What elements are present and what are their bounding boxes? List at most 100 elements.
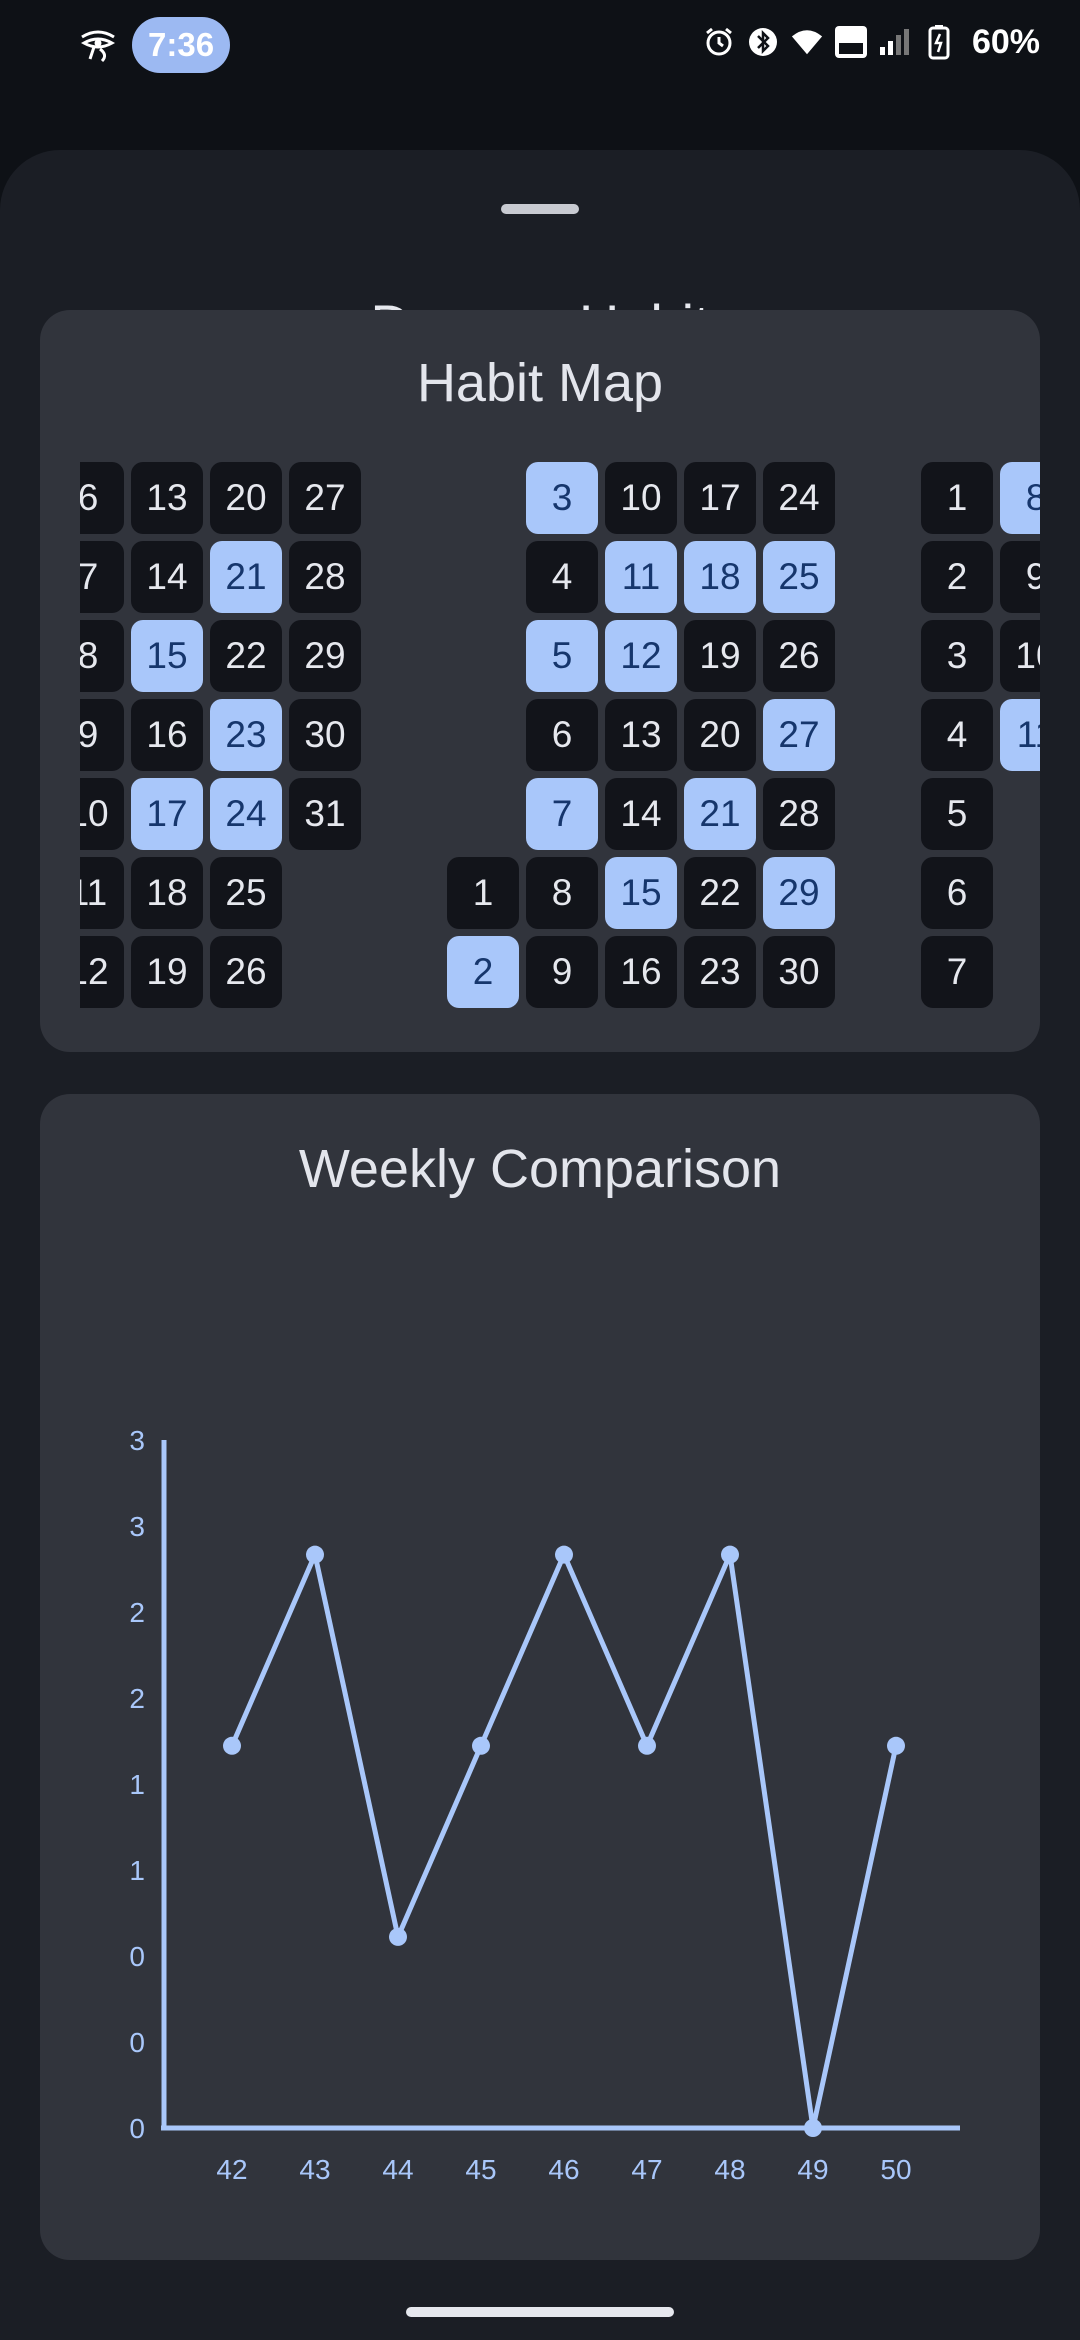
data-point[interactable]	[472, 1736, 490, 1755]
day-cell[interactable]: 13	[131, 462, 203, 534]
day-cell[interactable]: 14	[131, 541, 203, 613]
day-cell[interactable]: 11	[80, 857, 124, 929]
data-point[interactable]	[555, 1545, 573, 1564]
day-cell[interactable]: 6	[80, 462, 124, 534]
day-cell[interactable]: 5	[526, 620, 598, 692]
day-cell[interactable]: 29	[763, 857, 835, 929]
day-cell[interactable]: 22	[210, 620, 282, 692]
day-cell[interactable]: 20	[684, 699, 756, 771]
day-cell[interactable]: 29	[289, 620, 361, 692]
x-tick-label: 45	[465, 2154, 496, 2185]
y-tick-label: 0	[129, 2113, 145, 2144]
habit-map-title: Habit Map	[416, 353, 664, 413]
x-tick-label: 47	[631, 2154, 662, 2185]
x-tick-label: 42	[216, 2154, 247, 2185]
day-cell[interactable]: 28	[289, 541, 361, 613]
data-point[interactable]	[638, 1736, 656, 1755]
day-cell[interactable]: 22	[684, 857, 756, 929]
day-cell[interactable]: 18	[131, 857, 203, 929]
drag-handle[interactable]	[501, 204, 579, 214]
day-cell[interactable]: 4	[921, 699, 993, 771]
day-cell[interactable]: 12	[605, 620, 677, 692]
day-cell[interactable]: 27	[289, 462, 361, 534]
x-tick-label: 49	[797, 2154, 828, 2185]
day-cell[interactable]: 28	[763, 778, 835, 850]
day-cell[interactable]: 26	[763, 620, 835, 692]
day-cell[interactable]: 8	[1000, 462, 1040, 534]
day-cell[interactable]: 12	[80, 936, 124, 1008]
day-cell[interactable]: 25	[210, 857, 282, 929]
wifi-icon	[790, 22, 824, 62]
data-point[interactable]	[223, 1736, 241, 1755]
data-point[interactable]	[721, 1545, 739, 1564]
day-cell[interactable]: 9	[80, 699, 124, 771]
volte-icon	[834, 22, 868, 62]
y-tick-label: 3	[129, 1511, 145, 1542]
day-cell[interactable]: 6	[526, 699, 598, 771]
day-cell[interactable]: 16	[605, 936, 677, 1008]
day-cell[interactable]: 18	[684, 541, 756, 613]
day-cell[interactable]: 24	[210, 778, 282, 850]
weekly-comparison-card: Weekly Comparison 0 0 0 1 1 2 2 3 3 42 43 44 45 46 47 4…	[40, 1094, 1040, 2260]
day-cell[interactable]: 2	[447, 936, 519, 1008]
data-point[interactable]	[389, 1927, 407, 1946]
day-cell[interactable]: 11	[1000, 699, 1040, 771]
day-cell[interactable]: 1	[921, 462, 993, 534]
day-cell[interactable]: 2	[921, 541, 993, 613]
day-cell[interactable]: 7	[921, 936, 993, 1008]
day-cell[interactable]: 7	[526, 778, 598, 850]
weekly-comparison-chart: 0 0 0 1 1 2 2 3 3 42 43 44 45 46 47 48 49 50	[129, 1425, 960, 2185]
day-cell[interactable]: 25	[763, 541, 835, 613]
day-cell[interactable]: 21	[684, 778, 756, 850]
day-cell[interactable]: 26	[210, 936, 282, 1008]
y-tick-label: 3	[129, 1425, 145, 1456]
day-cell[interactable]: 23	[210, 699, 282, 771]
day-cell[interactable]: 23	[684, 936, 756, 1008]
y-tick-label: 0	[129, 1941, 145, 1972]
day-cell[interactable]: 30	[763, 936, 835, 1008]
day-cell[interactable]: 8	[80, 620, 124, 692]
day-cell[interactable]: 10	[1000, 620, 1040, 692]
day-cell[interactable]: 15	[131, 620, 203, 692]
day-cell[interactable]: 27	[763, 699, 835, 771]
data-point[interactable]	[804, 2119, 822, 2137]
day-cell[interactable]: 4	[526, 541, 598, 613]
x-tick-label: 48	[714, 2154, 745, 2185]
weekly-comparison-title: Weekly Comparison	[298, 1139, 782, 1199]
day-cell[interactable]: 13	[605, 699, 677, 771]
day-cell[interactable]: 8	[526, 857, 598, 929]
day-cell[interactable]: 31	[289, 778, 361, 850]
day-cell[interactable]: 15	[605, 857, 677, 929]
gesture-nav-handle[interactable]	[406, 2307, 674, 2317]
day-cell[interactable]: 14	[605, 778, 677, 850]
status-time: 7:36	[132, 17, 231, 73]
x-tick-label: 50	[880, 2154, 911, 2185]
bluetooth-icon	[746, 22, 780, 62]
day-cell[interactable]: 9	[526, 936, 598, 1008]
eye-of-horus-icon	[78, 25, 118, 65]
day-cell[interactable]: 9	[1000, 541, 1040, 613]
day-cell[interactable]: 7	[80, 541, 124, 613]
day-cell[interactable]: 6	[921, 857, 993, 929]
day-cell[interactable]: 30	[289, 699, 361, 771]
day-cell[interactable]: 20	[210, 462, 282, 534]
day-cell[interactable]: 21	[210, 541, 282, 613]
battery-percent: 60%	[971, 22, 1040, 61]
day-cell[interactable]: 3	[921, 620, 993, 692]
day-cell[interactable]: 1	[447, 857, 519, 929]
day-cell[interactable]: 17	[684, 462, 756, 534]
day-cell[interactable]: 16	[131, 699, 203, 771]
status-bar: 7:36 60%	[0, 0, 1080, 90]
series-line	[229, 1552, 899, 2131]
day-cell[interactable]: 11	[605, 541, 677, 613]
data-point[interactable]	[887, 1736, 905, 1755]
day-cell[interactable]: 3	[526, 462, 598, 534]
day-cell[interactable]: 5	[921, 778, 993, 850]
day-cell[interactable]: 19	[684, 620, 756, 692]
data-point[interactable]	[306, 1545, 324, 1564]
day-cell[interactable]: 19	[131, 936, 203, 1008]
day-cell[interactable]: 10	[80, 778, 124, 850]
day-cell[interactable]: 10	[605, 462, 677, 534]
day-cell[interactable]: 24	[763, 462, 835, 534]
day-cell[interactable]: 17	[131, 778, 203, 850]
